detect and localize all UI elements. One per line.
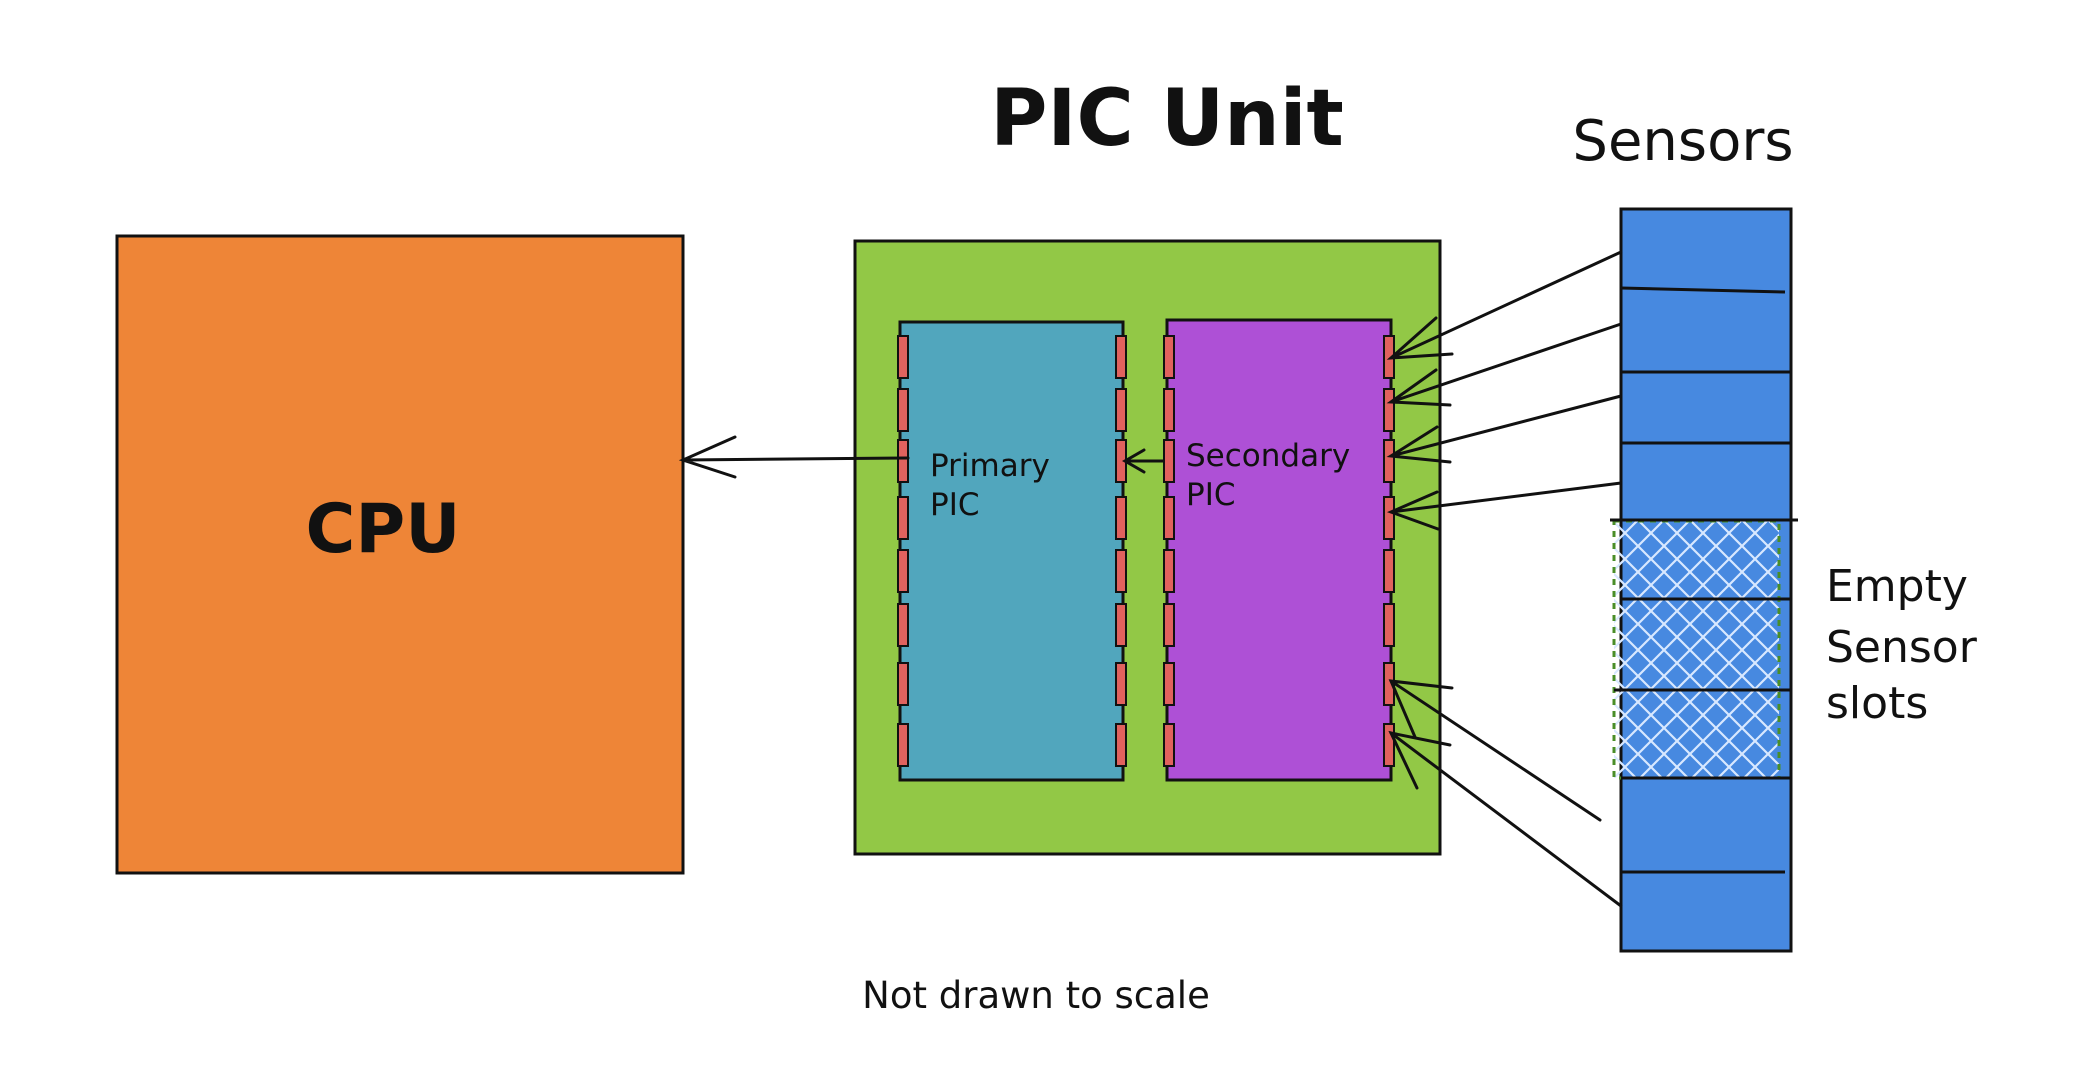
empty-slots-label-line1: Empty [1826,561,1968,612]
diagram-title: PIC Unit [990,74,1343,164]
chip-pin [1163,439,1175,483]
chip-pin [1383,388,1395,432]
cpu-label: CPU [306,490,461,569]
chip-pin [1163,723,1175,767]
sensor1-to-secondary-arrow [1386,250,1623,360]
secondary-pic-label-line2: PIC [1186,477,1235,513]
primary-pic-label-line2: PIC [930,487,979,523]
chip-pin [1383,549,1395,593]
chip-pin [1163,496,1175,540]
connection-arrows [678,250,1623,908]
sensor-dividers [1610,286,1798,874]
chip-pin [1163,549,1175,593]
chip-pin [897,662,909,706]
secondary-to-primary-arrow [1122,448,1165,474]
chip-pin [1383,439,1395,483]
chip-pin [1163,388,1175,432]
empty-sensor-slots-hatch [1612,519,1781,780]
primary-to-cpu-arrow [678,435,910,479]
sensor6-to-secondary-arrow [1388,730,1623,908]
chip-pin [897,603,909,647]
chip-pin [897,549,909,593]
sensors-title: Sensors [1572,109,1793,174]
secondary-pic-label-line1: Secondary [1186,438,1350,474]
primary-pic: Primary PIC [898,320,1125,782]
primary-pic-label-line1: Primary [930,448,1050,484]
chip-pin [1115,549,1127,593]
sensor4-to-secondary-arrow [1386,481,1623,531]
cpu-box [115,234,685,875]
chip-pin [897,496,909,540]
chip-pin [1383,603,1395,647]
chip-pin [1115,388,1127,432]
chip-pin [897,723,909,767]
sensor5-to-secondary-arrow [1388,679,1602,822]
chip-pin [1115,335,1127,379]
chip-pin [897,439,909,483]
sensor2-to-secondary-arrow [1386,322,1623,407]
chip-pin [1163,603,1175,647]
chip-pin [1115,662,1127,706]
chip-pin [1383,496,1395,540]
chip-pin [1163,662,1175,706]
secondary-pic: Secondary PIC [1165,318,1393,782]
chip-pin [1163,335,1175,379]
chip-pin [1115,723,1127,767]
empty-slots-label-line2: Sensor [1826,622,1978,673]
chip-pin [897,388,909,432]
chip-pin [1115,496,1127,540]
chip-pin [1383,723,1395,767]
chip-pins [897,335,1395,767]
chip-pin [1115,603,1127,647]
sensor3-to-secondary-arrow [1386,394,1623,464]
empty-slots-label-line3: slots [1826,678,1928,729]
chip-pin [897,335,909,379]
scale-note: Not drawn to scale [862,974,1210,1017]
